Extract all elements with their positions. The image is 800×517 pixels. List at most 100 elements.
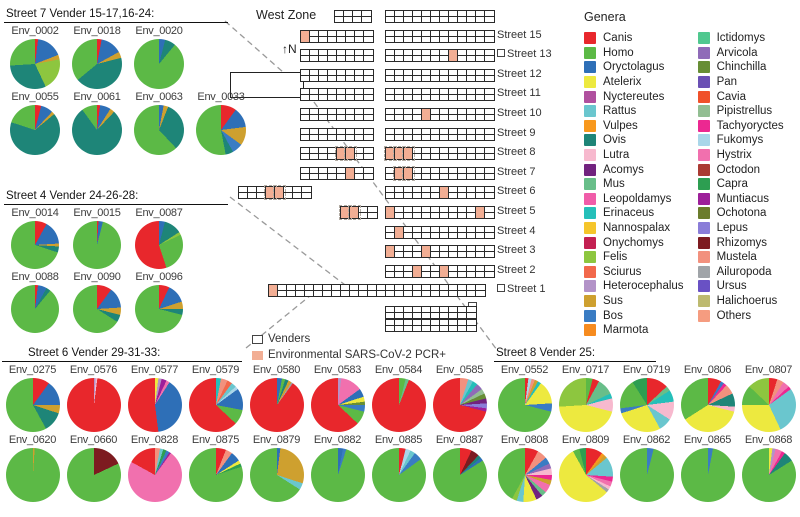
stall-cell-pcr-positive [386,207,395,218]
pie-chart-Env_0002 [10,39,60,89]
stall-cell [386,226,395,238]
stall-cell [413,69,422,81]
genus-label: Lutra [603,149,630,162]
pie-sample-label: Env_0087 [135,207,183,219]
stall-block [339,205,378,220]
street-label: Street 5 [497,205,536,217]
pie-cell: Env_0585 [429,364,490,432]
genus-label: Homo [603,46,634,59]
stall-cell [364,168,373,179]
genus-label: Sus [603,294,623,307]
stall-cell [449,69,458,81]
stall-cell [413,148,422,160]
section-s4: Street 4 Vender 24-26-28: Env_0014 Env_001… [4,190,228,333]
map-legend-pcr: Environmental SARS-CoV-2 PCR+ [252,349,446,361]
stall-cell [337,109,346,120]
genus-swatch-icon [697,105,710,118]
stall-cell [422,89,431,101]
stall-cell [440,30,449,42]
stall-cell [395,69,404,81]
stall-cell [404,30,413,42]
pie-row: Env_0552 Env_0717 Env_0719 Env_0806 Env_0807 [494,364,799,432]
stall-cell [328,69,337,81]
stall-cell [458,320,467,331]
stall-block [385,186,495,200]
legend-column: Canis Homo Oryctolagus Atelerix Nyctereutes R… [584,31,684,337]
genus-swatch-icon [584,294,596,307]
stall-cell [431,187,440,199]
stall-cell [476,246,485,258]
stall-cell [386,320,395,331]
pie-sample-label: Env_0583 [313,364,362,376]
stall-cell [301,109,310,120]
genus-label: Rattus [603,105,637,118]
stall-cell [467,50,476,62]
pie-chart-Env_0018 [72,39,122,89]
genera-legend-columns: Canis Homo Oryctolagus Atelerix Nyctereutes R… [584,31,784,337]
pie-sample-label: Env_0576 [69,364,118,376]
legend-item: Hystrix [697,148,784,163]
stall-cell [386,167,395,179]
section-s7: Street 7 Vender 15-17,16-24: Env_0002 Env_… [4,8,252,155]
pie-chart-Env_0061 [72,105,122,155]
stall-cell [310,30,319,42]
pie-chart-Env_0055 [10,105,60,155]
stall-cell [404,50,413,62]
genus-swatch-icon [697,178,710,191]
genus-swatch-icon [697,46,710,59]
stall-cell [413,30,422,42]
pie-chart-Env_0808 [497,448,552,502]
pie-chart-Env_0088 [11,285,59,333]
stall-cell [310,50,319,62]
stall-cell [431,320,440,331]
legend-item: Erinaceus [584,206,684,221]
stall-cell [386,265,395,277]
genus-swatch-icon [697,294,710,307]
stall-cell [467,320,476,331]
legend-item: Muntiacus [697,192,784,207]
legend-item: Ursus [697,279,784,294]
genus-label: Erinaceus [603,207,655,220]
genus-label: Halichoerus [716,294,778,307]
genus-swatch-icon [584,192,596,205]
genus-swatch-icon [697,236,710,249]
stall-cell [422,11,431,22]
stall-cell [449,265,458,277]
pie-cell: Env_0807 [738,364,799,432]
stall-cell [458,128,467,140]
stall-cell [323,285,332,297]
pie-chart-Env_0090 [73,285,121,333]
stall-cell [431,128,440,140]
stall-cell [328,30,337,42]
street-label: Street 7 [497,165,536,178]
stall-cell [319,167,328,179]
legend-item: Felis [584,250,684,265]
section-title: Street 8 Vender 25: [494,347,656,362]
street-label: Street 11 [497,87,541,100]
stall-cell [422,69,431,81]
genus-swatch-icon [697,61,710,74]
pie-sample-label: Env_0014 [11,207,59,219]
genus-label: Muntiacus [716,192,769,205]
pie-chart-Env_0552 [497,378,552,432]
stall-block [385,245,495,259]
stall-cell [337,89,346,101]
legend-item: Leopoldamys [584,192,684,207]
stall-cell [458,89,467,101]
legend-item: Arvicola [697,46,784,61]
stall-block [385,225,495,239]
pie-sample-label: Env_0579 [191,364,240,376]
stall-cell [395,11,404,22]
genus-label: Acomys [603,163,644,176]
pie-sample-label: Env_0660 [69,434,118,446]
legend-item: Nannospalax [584,221,684,236]
stall-cell [386,187,395,199]
stall-cell [431,207,440,218]
stall-cell [449,307,458,318]
stall-cell [296,285,305,297]
pie-sample-label: Env_0585 [435,364,484,376]
genus-swatch-icon [584,90,596,103]
stall-cell [458,246,467,258]
stall-cell [386,89,395,101]
stall-cell-pcr-positive [449,50,458,62]
